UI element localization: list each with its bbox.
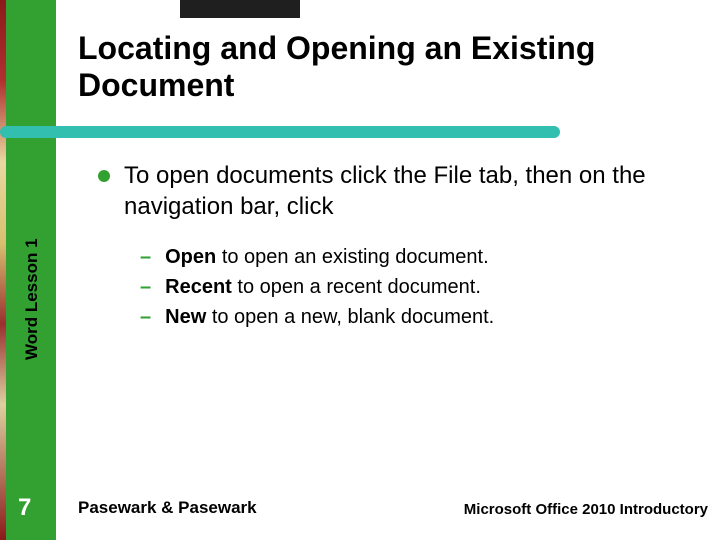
sub-bullet: – Open to open an existing document. — [140, 244, 698, 270]
footer-right: Microsoft Office 2010 Introductory — [464, 501, 708, 518]
side-label: Word Lesson 1 — [22, 238, 42, 360]
footer-left: Pasewark & Pasewark — [78, 498, 257, 518]
sidebar-decoration-stripe — [0, 0, 6, 540]
dash-icon: – — [140, 274, 151, 300]
footer: Pasewark & Pasewark Microsoft Office 201… — [78, 498, 708, 518]
sub-bullet-text: Recent to open a recent document. — [165, 274, 481, 300]
bullet-text: To open documents click the File tab, th… — [124, 160, 698, 222]
body-content: To open documents click the File tab, th… — [98, 160, 698, 334]
bullet-level1: To open documents click the File tab, th… — [98, 160, 698, 222]
dash-icon: – — [140, 244, 151, 270]
sub-bullet-text: New to open a new, blank document. — [165, 304, 494, 330]
sub-bullet: – Recent to open a recent document. — [140, 274, 698, 300]
dash-icon: – — [140, 304, 151, 330]
sub-bullet-text: Open to open an existing document. — [165, 244, 489, 270]
slide: Locating and Opening an Existing Documen… — [0, 0, 720, 540]
top-accent-block — [180, 0, 300, 18]
title-underline — [0, 126, 560, 138]
page-number: 7 — [18, 494, 31, 522]
slide-title: Locating and Opening an Existing Documen… — [78, 30, 698, 104]
sub-bullet: – New to open a new, blank document. — [140, 304, 698, 330]
sub-bullets: – Open to open an existing document. – R… — [140, 244, 698, 330]
bullet-dot-icon — [98, 170, 110, 182]
